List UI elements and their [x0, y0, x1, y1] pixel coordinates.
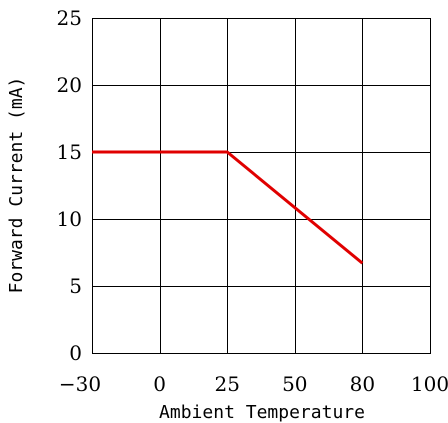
- y-tick-labels: 0 5 10 15 20 25: [57, 6, 82, 365]
- x-tick-label: 25: [214, 372, 239, 396]
- plot-frame: [91, 17, 432, 355]
- x-tick-label: 0: [153, 372, 166, 396]
- y-tick-label: 20: [57, 73, 82, 97]
- x-tick-label: 80: [350, 372, 375, 396]
- series-layer: [92, 150, 364, 265]
- series-line-0: [92, 150, 364, 265]
- y-tick-label: 15: [57, 140, 82, 164]
- x-tick-label: −30: [59, 372, 101, 396]
- grid: [92, 18, 430, 353]
- y-axis-label: Forward Current (mA): [6, 77, 27, 294]
- y-tick-label: 25: [57, 6, 82, 30]
- y-tick-label: 5: [69, 274, 82, 298]
- x-axis-label: Ambient Temperature: [159, 402, 365, 423]
- plot-border: [91, 17, 432, 355]
- y-tick-label: 0: [69, 341, 82, 365]
- x-tick-label: 50: [282, 372, 307, 396]
- x-tick-labels: −30 0 25 50 80 100: [59, 372, 448, 396]
- y-tick-label: 10: [57, 207, 82, 231]
- x-tick-label: 100: [411, 372, 448, 396]
